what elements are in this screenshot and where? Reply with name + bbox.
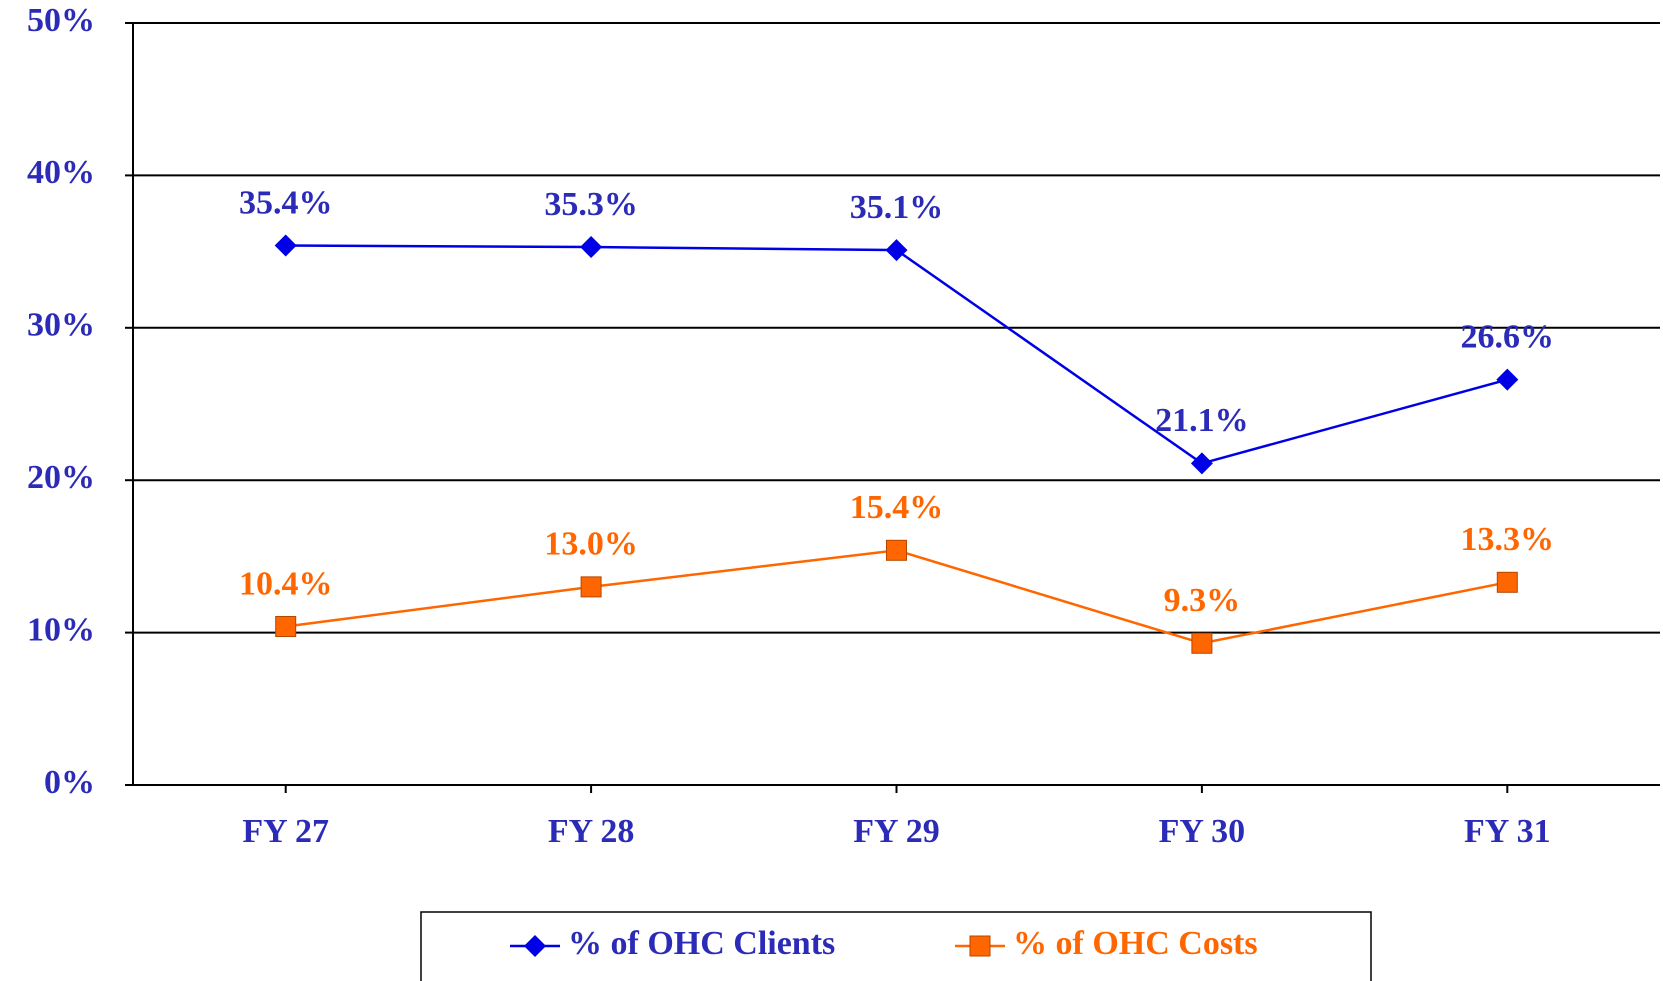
data-label: 9.3% [1164,582,1241,619]
x-tick-label: FY 28 [548,813,635,850]
data-label: 21.1% [1155,402,1249,439]
x-tick-label: FY 27 [242,813,329,850]
data-point [1496,368,1519,391]
data-label: 26.6% [1461,318,1555,355]
data-point [886,539,907,561]
data-point [1190,452,1213,475]
data-point [1191,632,1213,654]
legend-label: % of OHC Costs [1013,925,1258,962]
data-point [580,576,602,598]
data-point [885,239,908,262]
data-label: 35.1% [850,189,944,226]
y-tick-label: 10% [27,611,95,648]
data-point [274,234,297,257]
data-label: 15.4% [850,489,944,526]
legend-label: % of OHC Clients [568,925,835,962]
y-tick-label: 20% [27,459,95,496]
y-tick-label: 50% [27,2,95,39]
y-tick-label: 40% [27,154,95,191]
series-line [285,244,1508,465]
legend-marker [969,935,991,957]
data-label: 13.3% [1461,521,1555,558]
legend-marker [524,935,546,957]
data-label: 10.4% [239,565,333,602]
series-line [285,549,1508,645]
data-label: 35.4% [239,184,333,221]
data-point [275,616,297,638]
x-tick-label: FY 31 [1464,813,1551,850]
y-tick-label: 0% [44,764,95,801]
x-tick-label: FY 29 [853,813,940,850]
y-tick-label: 30% [27,307,95,344]
data-label: 35.3% [544,186,638,223]
data-point [1496,571,1518,593]
data-label: 13.0% [544,526,638,563]
x-tick-label: FY 30 [1159,813,1246,850]
legend-box [420,911,1372,981]
data-point [580,236,603,259]
